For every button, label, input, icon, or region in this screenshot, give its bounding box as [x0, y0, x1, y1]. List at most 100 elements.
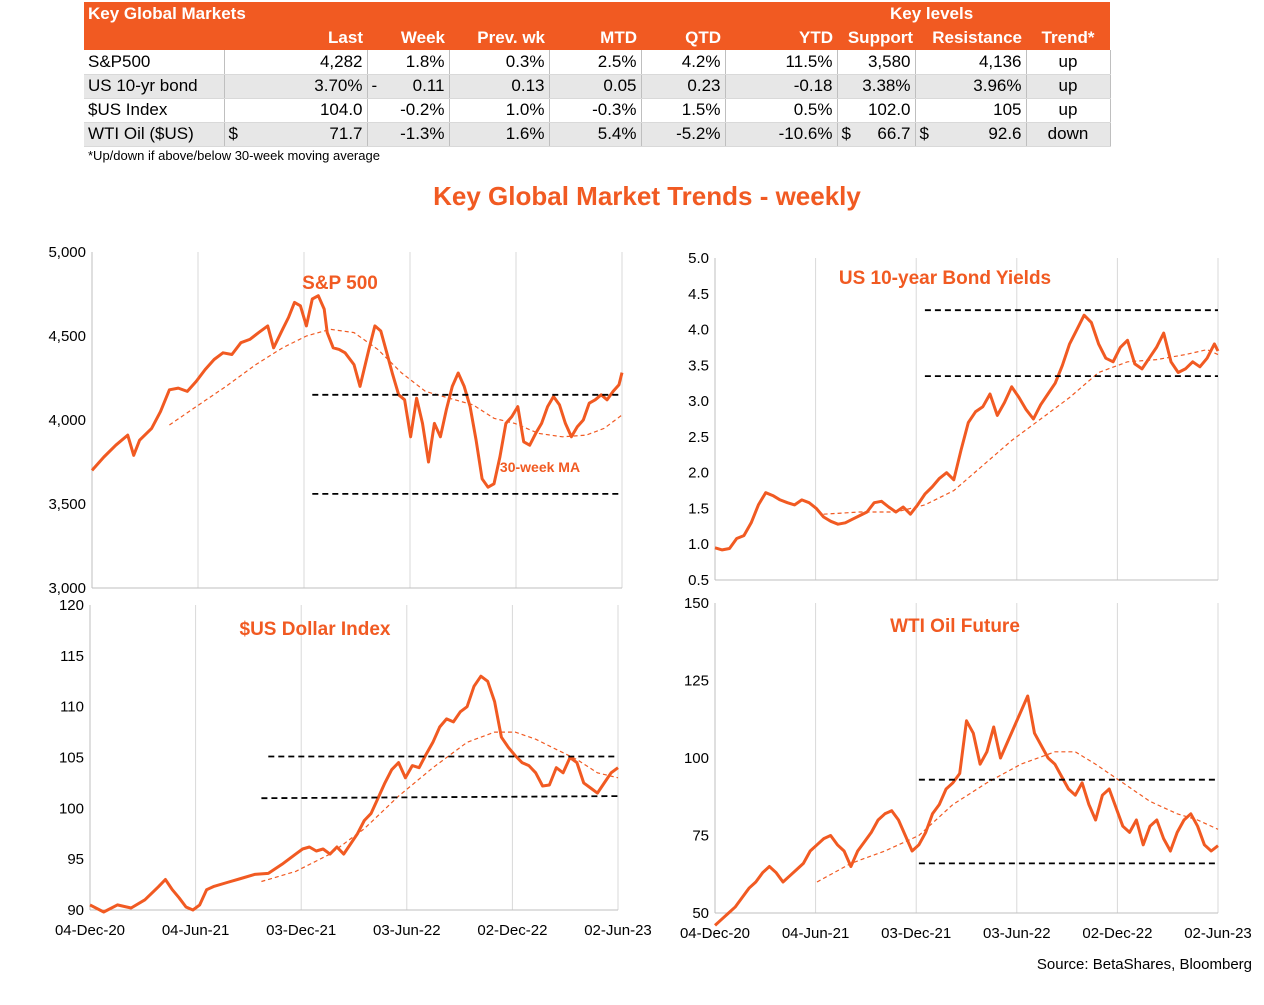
- column-header: MTD: [549, 26, 641, 50]
- table-cell-ytd: 0.5%: [725, 98, 838, 123]
- key-markets-table: Key Global Markets Key levels Last Week Pr…: [84, 2, 1111, 147]
- y-tick-label: 1.5: [688, 500, 709, 517]
- cell-value: 4,136: [978, 51, 1022, 71]
- y-tick-label: 2.5: [688, 429, 709, 446]
- plot-area: [714, 258, 1219, 581]
- y-tick-label: 5,000: [48, 244, 86, 261]
- y-tick-label: 3,500: [48, 496, 86, 513]
- price-line: [714, 313, 1220, 552]
- table-cell-name: WTI Oil ($US): [84, 122, 225, 147]
- table-cell-resistance: 3.96%: [915, 74, 1027, 99]
- currency-prefix: $: [919, 124, 929, 143]
- ma-annotation: 30-week MA: [500, 459, 580, 475]
- table-cell-ytd: -10.6%: [725, 122, 838, 147]
- y-tick-label: 2.0: [688, 465, 709, 482]
- y-tick-label: 120: [59, 597, 84, 614]
- column-header: Support: [837, 26, 915, 50]
- table-cell-mtd: 5.4%: [549, 122, 642, 147]
- column-header: YTD: [725, 26, 837, 50]
- table-cell-last: 104.0: [224, 98, 368, 123]
- y-tick-label: 5.0: [688, 250, 709, 267]
- y-tick-label: 105: [59, 750, 84, 767]
- y-tick-label: 100: [684, 750, 709, 767]
- cell-value: 0.23: [687, 76, 721, 95]
- cell-value: 1.0%: [505, 100, 545, 119]
- support-line: [261, 795, 619, 800]
- y-tick-label: 3.0: [688, 393, 709, 410]
- table-cell-prev: 1.0%: [449, 98, 550, 123]
- price-line: [89, 674, 619, 914]
- cell-value: 0.3%: [505, 51, 545, 71]
- x-tick-label: 04-Dec-20: [55, 922, 125, 939]
- y-tick-label: 4,000: [48, 412, 86, 429]
- moving-average-line: [823, 348, 1219, 515]
- price-line: [90, 294, 624, 489]
- source-note: Source: BetaShares, Bloomberg: [1036, 956, 1252, 973]
- column-header: Trend*: [1026, 26, 1110, 50]
- cell-value: 0.11: [412, 76, 445, 95]
- cell-value: -0.2%: [400, 100, 445, 119]
- cell-value: US 10-yr bond: [88, 76, 198, 95]
- y-tick-label: 4.0: [688, 322, 709, 339]
- table-column-header: Last Week Prev. wk MTD QTD YTD Support Resistan…: [84, 26, 1110, 50]
- plot-area: [714, 603, 1219, 914]
- plot-area: [89, 605, 619, 911]
- table-cell-qtd: 4.2%: [641, 50, 726, 75]
- column-header: Last: [224, 26, 367, 50]
- table-cell-last: 3.70%: [224, 74, 368, 99]
- table-row: US 10-yr bond 3.70% - 0.11 0.13 0.05 0.23 -0.18…: [84, 74, 1111, 99]
- page-title: Key Global Market Trends - weekly: [433, 181, 861, 211]
- table-cell-prev: 0.13: [449, 74, 550, 99]
- y-tick-label: 4.5: [688, 286, 709, 303]
- moving-average-line: [169, 328, 623, 438]
- currency-prefix: $: [841, 124, 851, 143]
- table-cell-qtd: -5.2%: [641, 122, 726, 147]
- table-cell-ytd: 11.5%: [725, 50, 838, 75]
- y-tick-label: 125: [684, 673, 709, 690]
- cell-value: 71.7: [329, 124, 363, 143]
- cell-value: 1.5%: [681, 100, 721, 119]
- table-cell-name: S&P500: [84, 50, 225, 75]
- cell-value: 3.38%: [862, 76, 911, 95]
- table-cell-mtd: 0.05: [549, 74, 642, 99]
- cell-value: 2.5%: [597, 51, 637, 71]
- group-header-key-levels: Key levels: [837, 2, 1110, 26]
- cell-value: -1.3%: [400, 124, 445, 143]
- cell-value: WTI Oil ($US): [88, 124, 194, 143]
- table-cell-resistance: 4,136: [915, 50, 1027, 75]
- y-tick-label: 50: [692, 905, 709, 922]
- x-tick-label: 04-Jun-21: [162, 922, 230, 939]
- table-cell-name: US 10-yr bond: [84, 74, 225, 99]
- table-cell-resistance: $92.6: [915, 122, 1027, 147]
- group-header-markets: Key Global Markets: [84, 2, 641, 26]
- column-header: QTD: [641, 26, 725, 50]
- table-footnote: *Up/down if above/below 30-week moving a…: [88, 148, 380, 163]
- cell-value: 4.2%: [681, 51, 721, 71]
- y-tick-label: 90: [67, 902, 84, 919]
- table-cell-last: $71.7: [224, 122, 368, 147]
- cell-value: 104.0: [319, 100, 363, 119]
- y-tick-label: 95: [67, 851, 84, 868]
- y-tick-label: 100: [59, 800, 84, 817]
- table-cell-week: - 0.11: [367, 74, 450, 99]
- column-header: Resistance: [915, 26, 1026, 50]
- table-cell-mtd: -0.3%: [549, 98, 642, 123]
- table-cell-support: 3,580: [837, 50, 916, 75]
- price-line: [713, 694, 1219, 927]
- column-header: Prev. wk: [449, 26, 549, 50]
- cell-value: 0.05: [603, 76, 637, 95]
- chart-title: US 10-year Bond Yields: [839, 268, 1051, 289]
- cell-value: up: [1058, 100, 1078, 119]
- plot-area: [91, 252, 623, 589]
- x-tick-label: 02-Jun-23: [1184, 925, 1252, 942]
- x-tick-label: 02-Dec-22: [477, 922, 547, 939]
- cell-value: 3.96%: [973, 76, 1022, 95]
- cell-value: S&P500: [88, 51, 151, 71]
- cell-value: -0.3%: [592, 100, 637, 119]
- table-cell-qtd: 1.5%: [641, 98, 726, 123]
- cell-value: up: [1058, 76, 1078, 95]
- bond-yield-chart: 0.5 1.0 1.5 2.0 2.5 3.0 3.5 4.0 4.5 5.0 US 10-year…: [688, 250, 1220, 589]
- cell-value: down: [1047, 124, 1089, 143]
- cell-value: 1.8%: [405, 51, 445, 71]
- table-cell-trend: up: [1026, 74, 1111, 99]
